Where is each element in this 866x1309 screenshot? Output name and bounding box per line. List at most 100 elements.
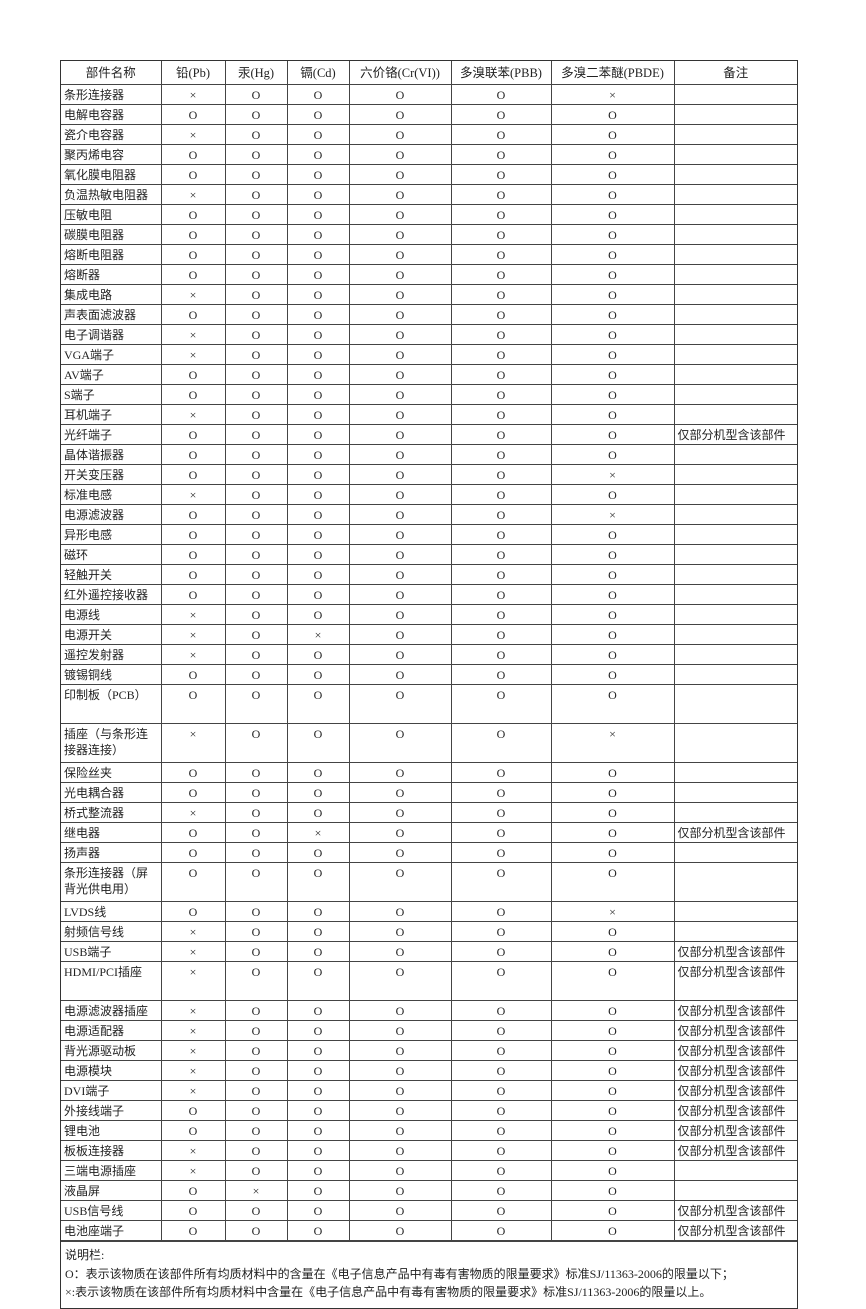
substance-cell-mercury-hg: O	[224, 424, 288, 445]
substance-cell-pbb: O	[450, 1000, 552, 1021]
part-name-cell: 开关变压器	[61, 464, 162, 485]
substance-cell-pbde: O	[550, 762, 675, 783]
substance-cell-pbde: O	[550, 921, 675, 942]
substance-cell-lead-pb: ×	[160, 344, 226, 365]
substance-cell-mercury-hg: ×	[224, 1180, 288, 1201]
substance-cell-cadmium-cd: O	[286, 782, 350, 803]
substance-cell-mercury-hg: O	[224, 644, 288, 665]
substance-cell-chromium-cr6: O	[348, 723, 452, 763]
legend-title: 说明栏:	[65, 1248, 105, 1262]
substance-cell-lead-pb: O	[160, 164, 226, 185]
table-header-row: 部件名称 铅(Pb) 汞(Hg) 镉(Cd) 六价铬(Cr(VI)) 多溴联苯(PBB) 多…	[61, 61, 797, 85]
table-row: 光电耦合器 O O O O O O	[61, 782, 797, 803]
substance-cell-mercury-hg: O	[224, 564, 288, 585]
substance-cell-mercury-hg: O	[224, 684, 288, 724]
substance-cell-pbde: O	[550, 941, 675, 962]
table-row: 电源线 × O O O O O	[61, 604, 797, 625]
substance-cell-mercury-hg: O	[224, 1000, 288, 1021]
part-name-cell: USB信号线	[61, 1200, 162, 1221]
substance-cell-lead-pb: O	[160, 304, 226, 325]
substance-cell-pbb: O	[450, 124, 552, 145]
substance-cell-lead-pb: O	[160, 104, 226, 125]
substance-cell-cadmium-cd: O	[286, 384, 350, 405]
remarks-cell	[673, 284, 797, 305]
part-name-cell: 桥式整流器	[61, 802, 162, 823]
table-row: 三端电源插座 × O O O O O	[61, 1160, 797, 1181]
substance-cell-chromium-cr6: O	[348, 684, 452, 724]
substance-cell-pbb: O	[450, 782, 552, 803]
substance-cell-lead-pb: ×	[160, 124, 226, 145]
substance-cell-chromium-cr6: O	[348, 1060, 452, 1081]
substance-cell-chromium-cr6: O	[348, 1140, 452, 1161]
substance-cell-cadmium-cd: O	[286, 1100, 350, 1121]
substance-cell-chromium-cr6: O	[348, 124, 452, 145]
remarks-cell: 仅部分机型含该部件	[673, 1020, 797, 1041]
part-name-cell: LVDS线	[61, 901, 162, 922]
substance-cell-lead-pb: ×	[160, 1080, 226, 1101]
substance-cell-chromium-cr6: O	[348, 1120, 452, 1141]
substance-cell-mercury-hg: O	[224, 1080, 288, 1101]
table-row: 外接线端子 O O O O O O 仅部分机型含该部件	[61, 1100, 797, 1121]
substance-cell-chromium-cr6: O	[348, 204, 452, 225]
substance-cell-pbde: O	[550, 584, 675, 605]
substance-cell-lead-pb: ×	[160, 1040, 226, 1061]
substance-cell-mercury-hg: O	[224, 304, 288, 325]
remarks-cell	[673, 1160, 797, 1181]
substance-cell-pbde: ×	[550, 901, 675, 922]
substance-cell-pbb: O	[450, 264, 552, 285]
substance-cell-pbde: O	[550, 1060, 675, 1081]
remarks-cell: 仅部分机型含该部件	[673, 822, 797, 843]
table-row: USB端子 × O O O O O 仅部分机型含该部件	[61, 941, 797, 962]
substance-cell-pbde: O	[550, 184, 675, 205]
table-row: 红外遥控接收器 O O O O O O	[61, 584, 797, 605]
substance-cell-pbde: O	[550, 444, 675, 465]
table-row: 电源适配器 × O O O O O 仅部分机型含该部件	[61, 1020, 797, 1041]
substance-cell-pbb: O	[450, 822, 552, 843]
remarks-cell: 仅部分机型含该部件	[673, 941, 797, 962]
substance-cell-pbde: O	[550, 1180, 675, 1201]
table-row: 保险丝夹 O O O O O O	[61, 762, 797, 783]
substance-cell-pbde: ×	[550, 84, 675, 105]
table-row: 电源滤波器 O O O O O ×	[61, 504, 797, 525]
table-row: 继电器 O O × O O O 仅部分机型含该部件	[61, 822, 797, 843]
substance-cell-cadmium-cd: O	[286, 424, 350, 445]
substance-cell-cadmium-cd: O	[286, 941, 350, 962]
substance-cell-chromium-cr6: O	[348, 1200, 452, 1221]
remarks-cell	[673, 762, 797, 783]
table-row: 光纤端子 O O O O O O 仅部分机型含该部件	[61, 424, 797, 445]
substance-cell-cadmium-cd: O	[286, 762, 350, 783]
table-row: 插座（与条形连接器连接） × O O O O ×	[61, 723, 797, 763]
substance-cell-pbde: O	[550, 284, 675, 305]
substance-cell-pbde: O	[550, 644, 675, 665]
remarks-cell: 仅部分机型含该部件	[673, 1200, 797, 1221]
table-row: 熔断器 O O O O O O	[61, 264, 797, 285]
substance-cell-chromium-cr6: O	[348, 1080, 452, 1101]
substance-cell-pbb: O	[450, 584, 552, 605]
substance-cell-pbb: O	[450, 921, 552, 942]
substance-cell-chromium-cr6: O	[348, 484, 452, 505]
substance-cell-pbde: O	[550, 1200, 675, 1221]
substance-cell-cadmium-cd: O	[286, 464, 350, 485]
substance-cell-cadmium-cd: O	[286, 224, 350, 245]
part-name-cell: 扬声器	[61, 842, 162, 863]
remarks-cell	[673, 782, 797, 803]
substance-cell-mercury-hg: O	[224, 204, 288, 225]
substance-cell-lead-pb: O	[160, 564, 226, 585]
substance-cell-pbb: O	[450, 1120, 552, 1141]
substance-cell-cadmium-cd: O	[286, 344, 350, 365]
substance-cell-pbb: O	[450, 1180, 552, 1201]
substance-cell-lead-pb: ×	[160, 723, 226, 763]
substance-cell-cadmium-cd: O	[286, 584, 350, 605]
substance-cell-chromium-cr6: O	[348, 344, 452, 365]
table-row: 瓷介电容器 × O O O O O	[61, 124, 797, 145]
remarks-cell	[673, 264, 797, 285]
substance-cell-pbb: O	[450, 364, 552, 385]
remarks-cell	[673, 624, 797, 645]
substance-cell-cadmium-cd: ×	[286, 624, 350, 645]
substance-cell-chromium-cr6: O	[348, 901, 452, 922]
substance-cell-mercury-hg: O	[224, 584, 288, 605]
part-name-cell: 晶体谐振器	[61, 444, 162, 465]
substance-cell-chromium-cr6: O	[348, 424, 452, 445]
substance-cell-cadmium-cd: O	[286, 444, 350, 465]
substance-cell-lead-pb: ×	[160, 84, 226, 105]
